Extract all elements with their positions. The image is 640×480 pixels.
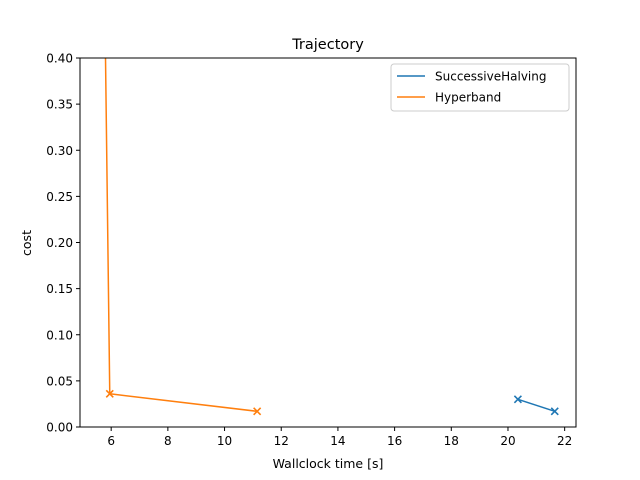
x-tick-label: 10 [217, 434, 232, 448]
y-tick-label: 0.20 [46, 236, 73, 250]
legend-label-successive-halving: SuccessiveHalving [435, 70, 547, 84]
legend: SuccessiveHalving Hyperband [390, 63, 570, 112]
x-tick-label: 14 [330, 434, 345, 448]
x-tick-label: 16 [387, 434, 402, 448]
y-tick-label: 0.10 [46, 328, 73, 342]
y-tick-label: 0.35 [46, 98, 73, 112]
x-tick-label: 20 [500, 434, 515, 448]
y-tick-label: 0.05 [46, 374, 73, 388]
x-tick-label: 12 [274, 434, 289, 448]
x-tick-label: 8 [164, 434, 172, 448]
y-tick-label: 0.00 [46, 421, 73, 435]
legend-label-hyperband: Hyperband [435, 91, 501, 105]
y-tick-label: 0.15 [46, 282, 73, 296]
y-axis-ticks: 0.00 0.05 0.10 0.15 0.20 0.25 0.30 0.35 0.40 [46, 52, 80, 435]
y-axis-label: cost [19, 230, 34, 256]
x-axis-ticks: 6 8 10 12 14 16 18 20 22 [107, 427, 572, 448]
legend-box [390, 63, 570, 112]
series-line-successivehalving [517, 398, 555, 413]
data-point-hyperband [253, 407, 262, 416]
x-tick-label: 22 [557, 434, 572, 448]
x-tick-label: 6 [107, 434, 115, 448]
data-point-hyperband [105, 389, 114, 398]
y-tick-label: 0.40 [46, 52, 73, 66]
y-tick-label: 0.30 [46, 144, 73, 158]
y-tick-label: 0.25 [46, 190, 73, 204]
x-tick-label: 18 [444, 434, 459, 448]
x-axis-label: Wallclock time [s] [273, 456, 384, 471]
data-point-successivehalving [550, 407, 559, 416]
chart-title: Trajectory [291, 37, 364, 53]
data-point-successivehalving [513, 395, 522, 404]
